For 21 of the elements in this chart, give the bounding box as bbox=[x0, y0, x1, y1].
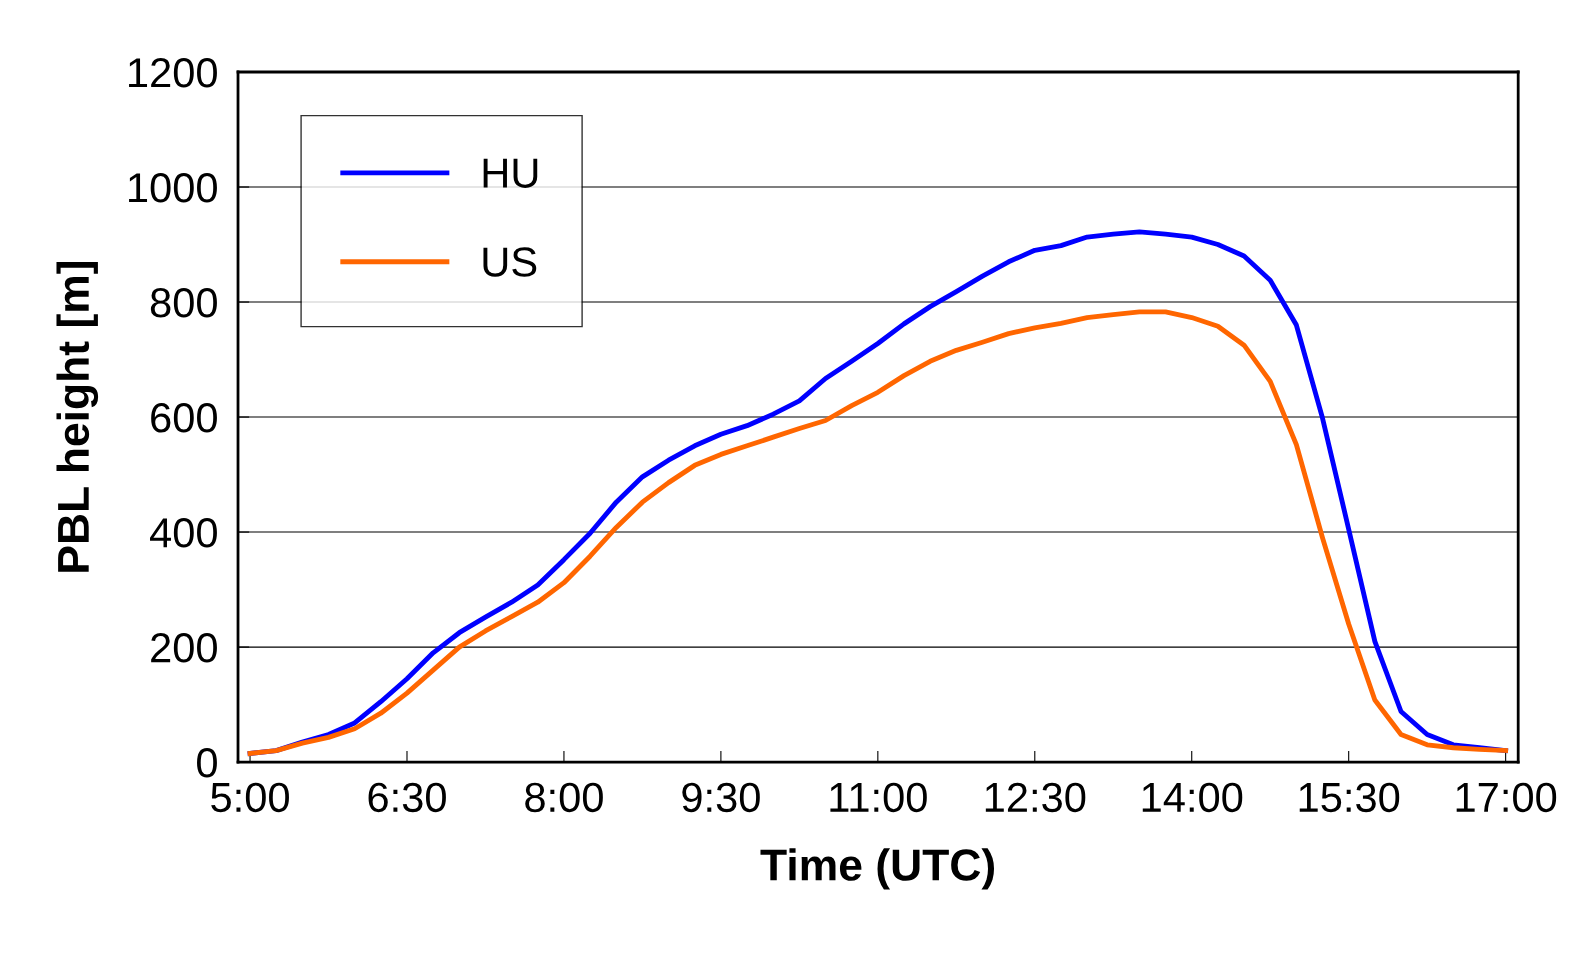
x-tick-label: 11:00 bbox=[830, 782, 927, 813]
legend-label: US bbox=[483, 247, 537, 277]
x-tick-label: 9:30 bbox=[682, 782, 760, 813]
x-tick-label: 14:00 bbox=[1142, 782, 1243, 813]
y-tick-label: 200 bbox=[151, 633, 217, 663]
x-tick-label: 15:30 bbox=[1299, 782, 1400, 813]
y-tick-label: 800 bbox=[150, 288, 217, 318]
y-tick-label: 600 bbox=[151, 403, 217, 433]
x-tick-label: 12:30 bbox=[985, 782, 1086, 813]
x-tick-label: 6:30 bbox=[368, 782, 446, 813]
line-series bbox=[247, 309, 1509, 756]
y-tick-label: 0 bbox=[197, 748, 217, 778]
y-tick-label: 1000 bbox=[129, 173, 217, 203]
legend-label: HU bbox=[483, 158, 538, 188]
x-axis-title: Time (UTC) bbox=[760, 848, 995, 890]
y-axis-title: PBL height [m] bbox=[56, 261, 99, 572]
x-tick-label: 17:00 bbox=[1456, 782, 1557, 813]
y-tick-label: 400 bbox=[150, 518, 217, 548]
x-tick-label: 8:00 bbox=[525, 782, 603, 813]
x-tick-label: 5:00 bbox=[211, 782, 289, 813]
y-tick-label: 1200 bbox=[129, 58, 217, 88]
